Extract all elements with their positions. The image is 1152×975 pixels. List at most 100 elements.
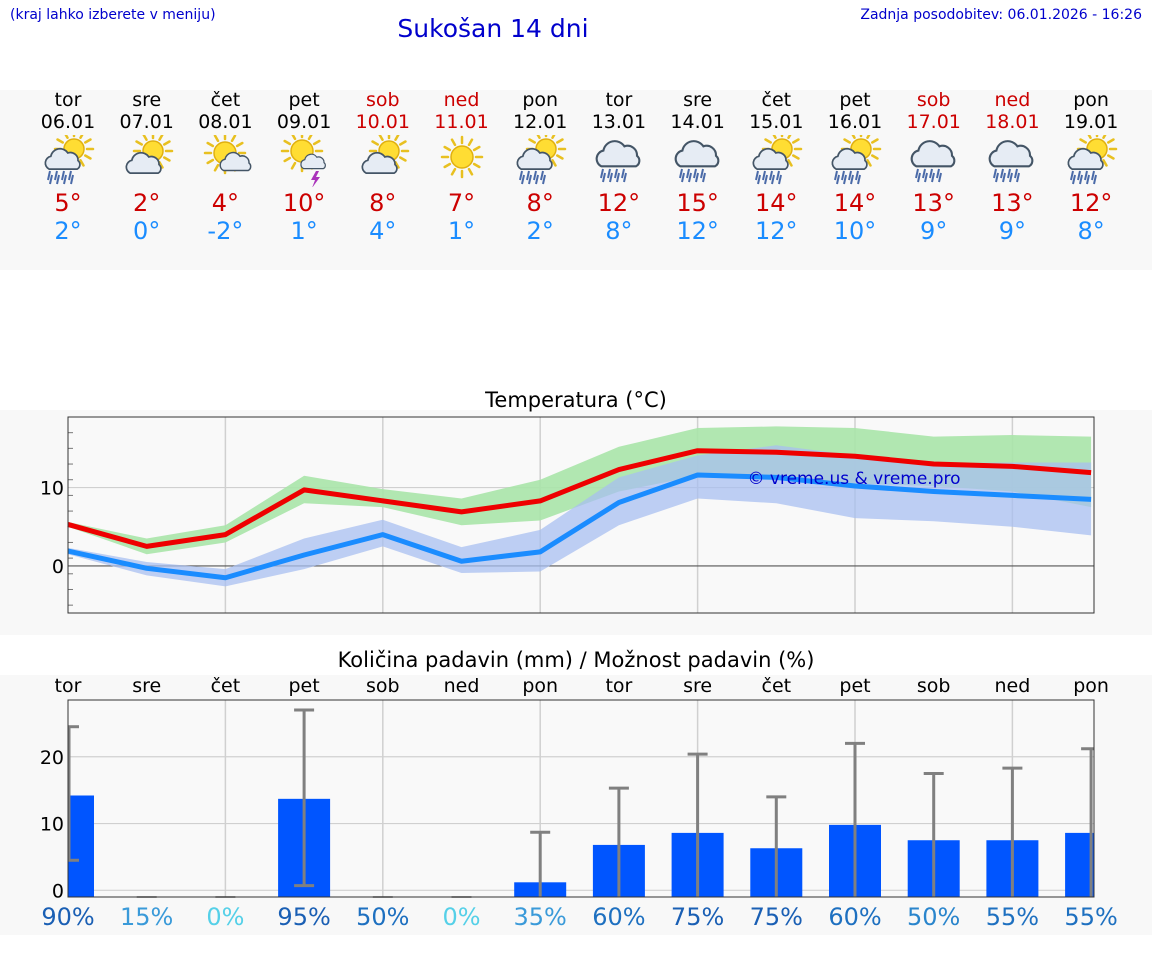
day-date: 19.01 [1063, 111, 1119, 133]
day-date: 10.01 [355, 111, 410, 133]
cloud-rain-icon [904, 135, 964, 187]
day-date: 09.01 [276, 111, 332, 133]
precip-probability: 55% [1064, 903, 1118, 931]
precip-probability: 15% [120, 903, 174, 931]
sun-cloud-rain-icon [825, 128, 885, 187]
precip-probability: 0% [442, 903, 481, 931]
page-title: Sukošan 14 dni [397, 14, 589, 43]
day-date: 12.01 [512, 111, 568, 133]
temp-max: 5° [54, 189, 82, 217]
day-name: ned [994, 89, 1031, 111]
day-name: ned [443, 89, 480, 111]
watermark: © vreme.us & vreme.pro [747, 469, 960, 489]
temp-max: 10° [282, 189, 326, 217]
y-tick-label: 0 [52, 880, 64, 902]
day-column: sre 07.01 2° 0° [108, 89, 186, 259]
sun-small-cloud-icon [195, 131, 255, 187]
temp-max: 14° [833, 189, 877, 217]
temp-min: 1° [290, 217, 318, 245]
precip-probability: 0% [206, 903, 245, 931]
day-date: 16.01 [827, 111, 883, 133]
temp-min: 2° [526, 217, 554, 245]
temp-max: 2° [133, 189, 161, 217]
y-tick-label: 0 [52, 556, 64, 578]
day-date: 13.01 [591, 111, 647, 133]
temp-min: 10° [833, 217, 877, 245]
precip-probability: 55% [985, 903, 1040, 931]
sun-cloud-rain-icon [1061, 128, 1121, 187]
temp-max: 13° [991, 189, 1034, 217]
day-name: pon [522, 89, 559, 111]
day-column: tor 13.01 12° 8° [580, 89, 658, 259]
day-name: čet [761, 89, 792, 111]
precip-day-label: sre [132, 675, 162, 697]
precip-probability: 75% [749, 903, 803, 931]
temp-max: 7° [447, 189, 476, 217]
day-name: sob [366, 89, 400, 111]
precip-day-label: pon [1073, 675, 1109, 697]
precip-probability: 50% [907, 903, 961, 931]
min-temp-line [67, 472, 1092, 581]
temperature-chart-title: Temperatura (°C) [485, 388, 667, 412]
precip-probability: 60% [828, 903, 882, 931]
precip-day-label: tor [54, 675, 82, 697]
day-name: sob [916, 89, 951, 111]
precipitation-chart: 0 10 20 [40, 699, 1095, 902]
day-column: tor 06.01 5° 2° [29, 89, 107, 259]
precip-day-label: ned [994, 675, 1031, 697]
temp-min: 12° [676, 217, 719, 245]
temp-max: 13° [912, 189, 955, 217]
location-hint[interactable]: (kraj lahko izberete v meniju) [10, 7, 216, 23]
day-name: tor [54, 89, 82, 111]
forecast-strip [0, 90, 1152, 270]
sun-thunderstorm-icon [274, 129, 334, 188]
sun-cloud-icon [117, 130, 177, 187]
plot-frame [67, 416, 1095, 614]
temp-min: 8° [605, 217, 633, 245]
temp-max: 4° [211, 189, 240, 217]
temp-min: 9° [998, 217, 1027, 245]
precip-day-label: pon [522, 675, 559, 697]
last-updated: Zadnja posodobitev: 06.01.2026 - 16:26 [860, 7, 1142, 23]
y-tick-label: 10 [40, 478, 64, 500]
precip-probability: 95% [277, 903, 331, 931]
day-column: ned 18.01 13° 9° [973, 89, 1051, 259]
temp-min: 0° [133, 217, 161, 245]
day-name: sre [132, 89, 162, 111]
temp-max: 14° [755, 189, 798, 217]
precip-probability: 35% [513, 903, 567, 931]
sun-cloud-rain-icon [746, 128, 806, 187]
day-name: pet [839, 89, 871, 111]
y-tick-label: 10 [40, 814, 64, 836]
day-date: 17.01 [906, 111, 961, 133]
y-tick-label: 20 [40, 747, 64, 769]
day-date: 08.01 [198, 111, 253, 133]
temp-min: 1° [447, 217, 476, 245]
plot-frame [67, 699, 1095, 898]
day-name: sre [683, 89, 713, 111]
precip-probability: 50% [356, 903, 410, 931]
temp-min: 9° [920, 217, 948, 245]
day-name: čet [210, 89, 241, 111]
day-column: sob 10.01 8° 4° [344, 89, 422, 259]
day-column: čet 08.01 4° -2° [186, 89, 264, 259]
day-column: pet 09.01 10° 1° [265, 89, 343, 259]
precip-day-label: čet [210, 675, 241, 697]
day-column: pon 19.01 12° 8° [1052, 89, 1130, 259]
day-date: 11.01 [434, 111, 489, 133]
day-date: 14.01 [670, 111, 725, 133]
day-column: čet 15.01 14° 12° [737, 89, 815, 259]
temp-min: 8° [1077, 217, 1105, 245]
cloud-rain-icon [668, 135, 728, 187]
day-column: sob 17.01 13° 9° [895, 89, 973, 259]
temp-max: 15° [676, 189, 719, 217]
day-date: 15.01 [749, 111, 804, 133]
cloud-rain-icon [982, 135, 1042, 187]
temp-min: -2° [207, 217, 244, 245]
precip-probability: 75% [670, 903, 725, 931]
temperature-chart: 0 10 © vreme.us & vreme.pro [40, 416, 1095, 614]
day-date: 06.01 [40, 111, 96, 133]
temp-max: 8° [526, 189, 554, 217]
precip-bar [1065, 832, 1094, 897]
day-column: pon 12.01 8° 2° [501, 89, 579, 259]
